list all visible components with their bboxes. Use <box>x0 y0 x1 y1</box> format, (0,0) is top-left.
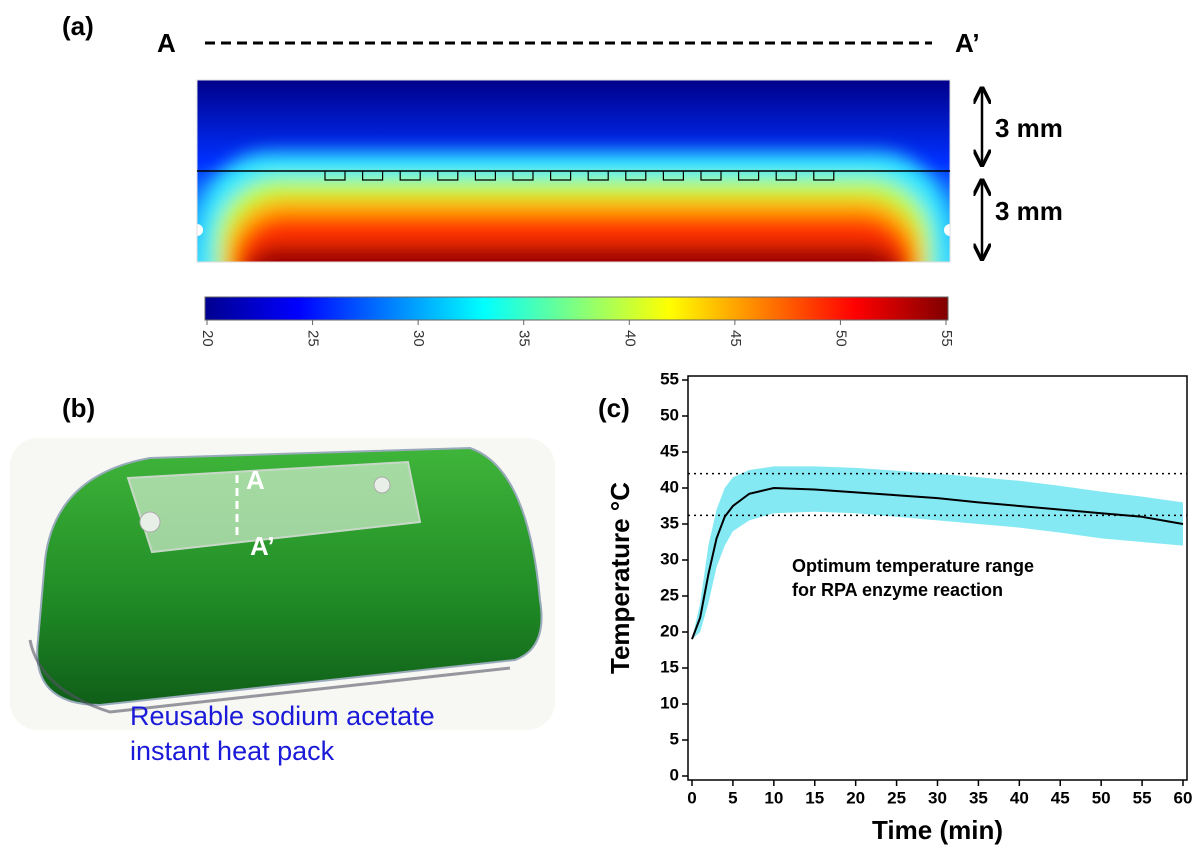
y-tick-label: 40 <box>660 477 679 496</box>
dimension-label: 3 mm <box>995 113 1063 143</box>
well <box>550 171 572 181</box>
series-line <box>691 486 1184 640</box>
colorbar-tick-label: 20 <box>199 330 216 347</box>
y-tick-label: 55 <box>660 369 679 388</box>
x-tick-label: 20 <box>846 788 865 807</box>
well <box>474 171 496 181</box>
section-label: A <box>246 465 265 495</box>
x-tick-label: 35 <box>969 788 988 807</box>
well <box>512 171 534 181</box>
temperature-map <box>197 80 950 262</box>
y-tick-label: 45 <box>660 441 679 460</box>
x-tick-label: 0 <box>687 788 696 807</box>
colorbar-tick-label: 55 <box>938 330 955 347</box>
well <box>775 171 797 181</box>
x-tick-label: 55 <box>1133 788 1152 807</box>
colorbar <box>204 296 949 321</box>
colorbar-tick-label: 45 <box>727 330 744 347</box>
dimension-label: 3 mm <box>995 196 1063 226</box>
y-tick-label: 0 <box>670 765 679 784</box>
x-tick-label: 25 <box>887 788 906 807</box>
colorbar-tick-label: 30 <box>410 330 427 347</box>
y-tick-label: 50 <box>660 405 679 424</box>
x-tick-label: 30 <box>928 788 947 807</box>
well <box>625 171 647 181</box>
plot-area <box>687 375 1188 781</box>
x-tick-label: 45 <box>1051 788 1070 807</box>
x-tick-label: 5 <box>728 788 737 807</box>
y-axis-label: Temperature °C <box>605 482 635 674</box>
y-tick-label: 15 <box>660 657 679 676</box>
section-label: A’ <box>955 28 980 58</box>
well <box>662 171 684 181</box>
well <box>700 171 722 181</box>
x-tick-label: 60 <box>1174 788 1193 807</box>
well <box>399 171 421 181</box>
well <box>324 171 346 181</box>
caption: Reusable sodium acetate <box>130 701 435 731</box>
well <box>813 171 835 181</box>
annotation: for RPA enzyme reaction <box>792 580 1003 600</box>
wells <box>324 171 835 181</box>
colorbar-tick-label: 25 <box>305 330 322 347</box>
well <box>362 171 384 181</box>
panel-label: (a) <box>62 11 94 41</box>
section-label: A’ <box>250 531 275 561</box>
colorbar-tick-label: 50 <box>832 330 849 347</box>
pack-edge <box>28 639 511 714</box>
y-tick-label: 25 <box>660 585 679 604</box>
y-tick-label: 30 <box>660 549 679 568</box>
caption: instant heat pack <box>130 736 335 766</box>
std-band <box>692 466 1183 640</box>
panel-label: (c) <box>598 393 630 423</box>
x-tick-label: 40 <box>1010 788 1029 807</box>
y-tick-label: 20 <box>660 621 679 640</box>
x-tick-label: 10 <box>764 788 783 807</box>
well <box>587 171 609 181</box>
well <box>738 171 760 181</box>
chip-port <box>139 511 161 533</box>
x-axis-label: Time (min) <box>872 815 1003 845</box>
x-tick-label: 50 <box>1092 788 1111 807</box>
panel-label: (b) <box>62 393 95 423</box>
x-tick-label: 15 <box>805 788 824 807</box>
y-tick-label: 10 <box>660 693 679 712</box>
y-tick-label: 35 <box>660 513 679 532</box>
annotation: Optimum temperature range <box>792 556 1034 576</box>
section-label: A <box>157 28 176 58</box>
well <box>437 171 459 181</box>
y-tick-label: 5 <box>670 729 679 748</box>
chip-port <box>373 476 391 494</box>
colorbar-ticks: 20 25 30 35 40 45 50 55 <box>199 320 955 347</box>
colorbar-tick-label: 35 <box>516 330 533 347</box>
colorbar-tick-label: 40 <box>621 330 638 347</box>
chart: 0 5 10 15 20 25 30 35 40 45 50 55 0 5 10 15 20 25 30 35 40 45… <box>605 369 1193 844</box>
